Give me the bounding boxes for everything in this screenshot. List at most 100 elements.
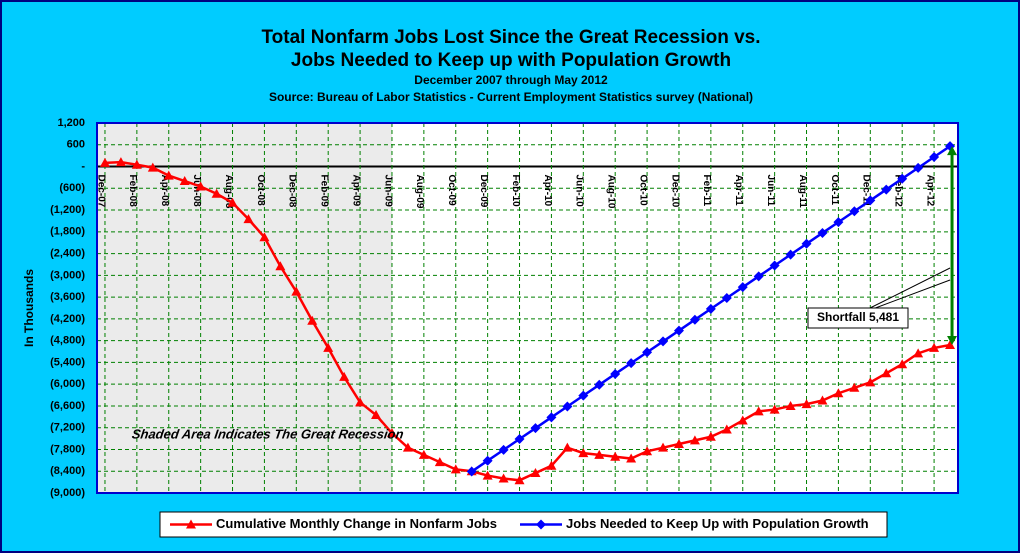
marker — [626, 453, 637, 463]
marker — [673, 325, 684, 336]
marker — [498, 444, 509, 455]
marker — [211, 188, 222, 198]
y-tick-label: (6,000) — [50, 378, 85, 390]
x-tick-label: Jun-09 — [382, 175, 393, 208]
marker — [881, 184, 892, 195]
x-tick-label: Apr-12 — [924, 175, 935, 207]
marker — [753, 271, 764, 282]
y-tick-label: (3,000) — [50, 269, 85, 281]
marker — [913, 162, 924, 173]
marker — [610, 451, 621, 461]
y-tick-label: (8,400) — [50, 465, 85, 477]
marker — [594, 379, 605, 390]
marker — [466, 466, 477, 477]
y-tick-label: (1,200) — [50, 204, 85, 216]
callout-line — [869, 279, 951, 311]
shaded-region — [97, 123, 392, 493]
x-tick-label: Jun-10 — [574, 175, 585, 208]
marker — [849, 382, 860, 392]
marker — [450, 464, 461, 474]
marker — [801, 238, 812, 249]
marker — [865, 377, 876, 387]
marker — [929, 152, 940, 163]
annotation: Shortfall 5,481 — [817, 310, 899, 324]
y-tick-label: 600 — [67, 139, 85, 151]
x-tick-label: Jun-08 — [191, 175, 202, 208]
marker — [227, 197, 238, 207]
marker — [530, 423, 541, 434]
marker — [865, 195, 876, 206]
x-tick-label: Feb-08 — [127, 175, 138, 208]
marker — [434, 457, 445, 467]
marker — [514, 434, 525, 445]
marker — [339, 371, 350, 381]
marker — [355, 397, 366, 407]
x-tick-label: Feb-10 — [510, 175, 521, 208]
marker — [753, 406, 764, 416]
marker — [689, 435, 700, 445]
marker — [275, 261, 286, 271]
marker — [817, 395, 828, 405]
legend-marker — [536, 519, 546, 530]
marker — [801, 399, 812, 409]
y-tick-label: (600) — [59, 182, 85, 194]
marker — [482, 455, 493, 466]
marker — [594, 449, 605, 459]
marker — [833, 388, 844, 398]
x-tick-label: Oct-08 — [255, 175, 266, 207]
marker — [897, 173, 908, 184]
y-tick-label: - — [81, 160, 85, 172]
x-tick-label: Aug-08 — [223, 175, 234, 209]
marker — [849, 206, 860, 217]
marker — [562, 442, 573, 452]
y-tick-label: (9,000) — [50, 487, 85, 499]
marker — [721, 293, 732, 304]
marker — [195, 181, 206, 191]
x-tick-label: Jun-11 — [765, 175, 776, 207]
x-tick-label: Dec-09 — [478, 175, 489, 208]
x-tick-label: Apr-09 — [350, 175, 361, 207]
marker — [578, 448, 589, 458]
marker — [530, 468, 541, 478]
marker — [817, 227, 828, 238]
marker — [115, 157, 126, 167]
y-tick-label: (1,800) — [50, 226, 85, 238]
arrow-head — [947, 146, 958, 156]
marker — [769, 260, 780, 271]
marker — [131, 159, 142, 169]
y-tick-label: (2,400) — [50, 247, 85, 259]
marker — [371, 410, 382, 420]
x-tick-label: Aug-09 — [414, 175, 425, 209]
marker — [418, 449, 429, 459]
marker — [658, 336, 669, 347]
marker — [562, 401, 573, 412]
marker — [737, 415, 748, 425]
marker — [897, 359, 908, 369]
marker — [291, 286, 302, 296]
y-tick-label: (4,200) — [50, 313, 85, 325]
legend-marker — [186, 519, 196, 529]
marker — [546, 412, 557, 423]
marker — [945, 340, 956, 349]
y-axis-label: In Thousands — [22, 269, 36, 347]
marker — [482, 470, 493, 480]
chart-title: Total Nonfarm Jobs Lost Since the Great … — [261, 27, 760, 48]
marker — [721, 424, 732, 434]
marker — [737, 282, 748, 293]
marker — [323, 342, 334, 352]
x-tick-label: Dec-10 — [669, 175, 680, 208]
x-tick-label: Feb-09 — [319, 175, 330, 208]
marker — [785, 249, 796, 260]
marker — [929, 342, 940, 352]
x-tick-label: Apr-10 — [542, 175, 553, 207]
marker — [642, 446, 653, 456]
annotation: Shaded Area Indicates The Great Recessio… — [131, 426, 405, 441]
y-tick-label: (4,800) — [50, 335, 85, 347]
marker — [705, 431, 716, 441]
marker — [642, 347, 653, 358]
source: Source: Bureau of Labor Statistics - Cur… — [269, 90, 753, 104]
callout-line — [865, 267, 951, 311]
subtitle: December 2007 through May 2012 — [414, 73, 608, 87]
